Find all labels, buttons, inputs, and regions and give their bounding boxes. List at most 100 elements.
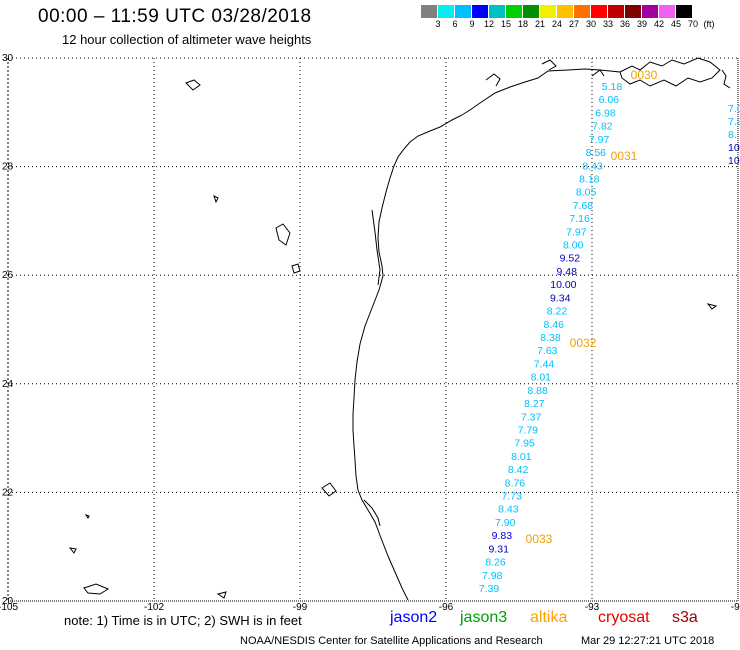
swh-value: 7.97 [589, 134, 610, 146]
latitude-tick-label: 30 [2, 53, 14, 64]
swh-value: 8.22 [547, 306, 568, 318]
swh-value: 9.48 [556, 266, 577, 278]
color-scale-label: 39 [636, 19, 648, 29]
legend-note: note: 1) Time is in UTC; 2) SWH is in fe… [64, 613, 302, 628]
color-swatch [438, 5, 455, 18]
swh-value: 9.52 [560, 253, 581, 265]
louisiana-delta [619, 57, 721, 87]
color-scale-swatches [421, 5, 693, 18]
offshore-island [185, 79, 201, 91]
color-scale-label: 15 [500, 19, 512, 29]
legend-altika: altika [530, 609, 568, 626]
color-swatch [540, 5, 557, 18]
color-scale-label: 12 [483, 19, 495, 29]
swh-value: 6.98 [595, 107, 616, 119]
swh-value: 8.01 [531, 372, 552, 384]
swh-value: 7.3 [728, 116, 740, 128]
longitude-tick-label: -90 [731, 602, 740, 613]
color-swatch [455, 5, 472, 18]
latitude-tick-label: 20 [2, 596, 14, 607]
swh-value: 9.31 [488, 543, 509, 555]
swh-value: 7.68 [573, 200, 594, 212]
color-swatch [574, 5, 591, 18]
latitude-tick-label: 26 [2, 270, 14, 281]
swh-value: 7.37 [521, 411, 542, 423]
color-swatch [506, 5, 523, 18]
swh-value: 8.43 [498, 504, 519, 516]
map-title: 00:00 – 11:59 UTC 03/28/2018 [38, 6, 312, 27]
swh-value: 8.26 [485, 557, 506, 569]
laguna-madre [363, 499, 381, 527]
barrier-island [371, 209, 381, 286]
axis-tick-labels: -105 -102 -99 -96 -93 -90 30 28 26 24 22 20 [0, 53, 740, 613]
swh-value: 7.16 [569, 213, 590, 225]
color-scale-label: 42 [653, 19, 665, 29]
map-subtitle: 12 hour collection of altimeter wave hei… [62, 32, 312, 47]
track-time-label: 0031 [611, 149, 638, 163]
color-scale-label: 6 [452, 19, 458, 29]
inland-lake-1 [275, 223, 291, 246]
inland-lake-2 [291, 263, 301, 274]
color-scale-label: 27 [568, 19, 580, 29]
color-scale-label: 30 [585, 19, 597, 29]
lat-lon-grid [7, 57, 739, 602]
color-swatch [659, 5, 676, 18]
swh-value: 7.0 [728, 103, 740, 115]
footer-timestamp: Mar 29 12:27:21 UTC 2018 [581, 635, 715, 647]
inland-lake-9 [706, 303, 718, 310]
color-swatch [472, 5, 489, 18]
inland-lake-7 [84, 514, 90, 519]
swh-value: 7.73 [501, 491, 522, 503]
track-time-label: 0030 [631, 68, 658, 82]
altimeter-track: 5.186.066.987.827.978.568.438.188.057.68… [479, 68, 740, 595]
color-swatch [557, 5, 574, 18]
color-scale-label: 70 [687, 19, 699, 29]
map-frame [7, 57, 739, 602]
swh-value: 8.27 [524, 398, 545, 410]
color-swatch [642, 5, 659, 18]
color-scale-label: 9 [469, 19, 475, 29]
longitude-tick-label: -105 [0, 602, 18, 613]
longitude-tick-label: -102 [144, 602, 164, 613]
track-time-label: 0032 [570, 336, 597, 350]
color-swatch [523, 5, 540, 18]
color-swatch [489, 5, 506, 18]
swh-value: 7.63 [537, 345, 558, 357]
legend-jason3: jason3 [460, 609, 508, 626]
swh-value: 8.05 [576, 187, 597, 199]
color-scale-label: 36 [619, 19, 631, 29]
swh-value: 7.39 [479, 583, 500, 595]
swh-value: 9.34 [550, 292, 571, 304]
swh-value: 8.00 [563, 240, 584, 252]
wave-height-color-scale: 3 6 9 12 15 18 21 24 27 30 33 36 39 42 45 70 (ft) [421, 5, 715, 30]
legend-s3a: s3a [672, 609, 698, 626]
track-time-label: 0033 [526, 532, 553, 546]
color-scale-label: 24 [551, 19, 563, 29]
color-swatch [421, 5, 438, 18]
swh-value: 7.98 [482, 570, 503, 582]
swh-value: 8.18 [579, 174, 600, 186]
inland-lake-4 [321, 482, 337, 497]
longitude-tick-label: -96 [439, 602, 454, 613]
swh-value: 8.42 [508, 464, 529, 476]
texas-louisiana-coastline [352, 68, 621, 601]
inland-lake-5 [83, 583, 110, 595]
gulf-coastline [68, 57, 731, 601]
swh-value: 8.56 [586, 147, 607, 159]
swh-value: 9.83 [492, 530, 513, 542]
color-swatch [625, 5, 642, 18]
swh-value: 8.88 [527, 385, 548, 397]
swh-value: 5.18 [602, 81, 623, 93]
latitude-tick-label: 24 [2, 379, 14, 390]
color-scale-unit: (ft) [703, 19, 715, 29]
inland-lake-3 [213, 195, 219, 204]
latitude-tick-label: 28 [2, 162, 14, 173]
color-swatch [591, 5, 608, 18]
swh-value: 10 [728, 155, 740, 167]
bay-outline [485, 59, 605, 87]
color-scale-label: 3 [435, 19, 441, 29]
swh-value: 6.06 [599, 94, 620, 106]
color-scale-label: 33 [602, 19, 614, 29]
inland-lake-8 [216, 591, 227, 599]
